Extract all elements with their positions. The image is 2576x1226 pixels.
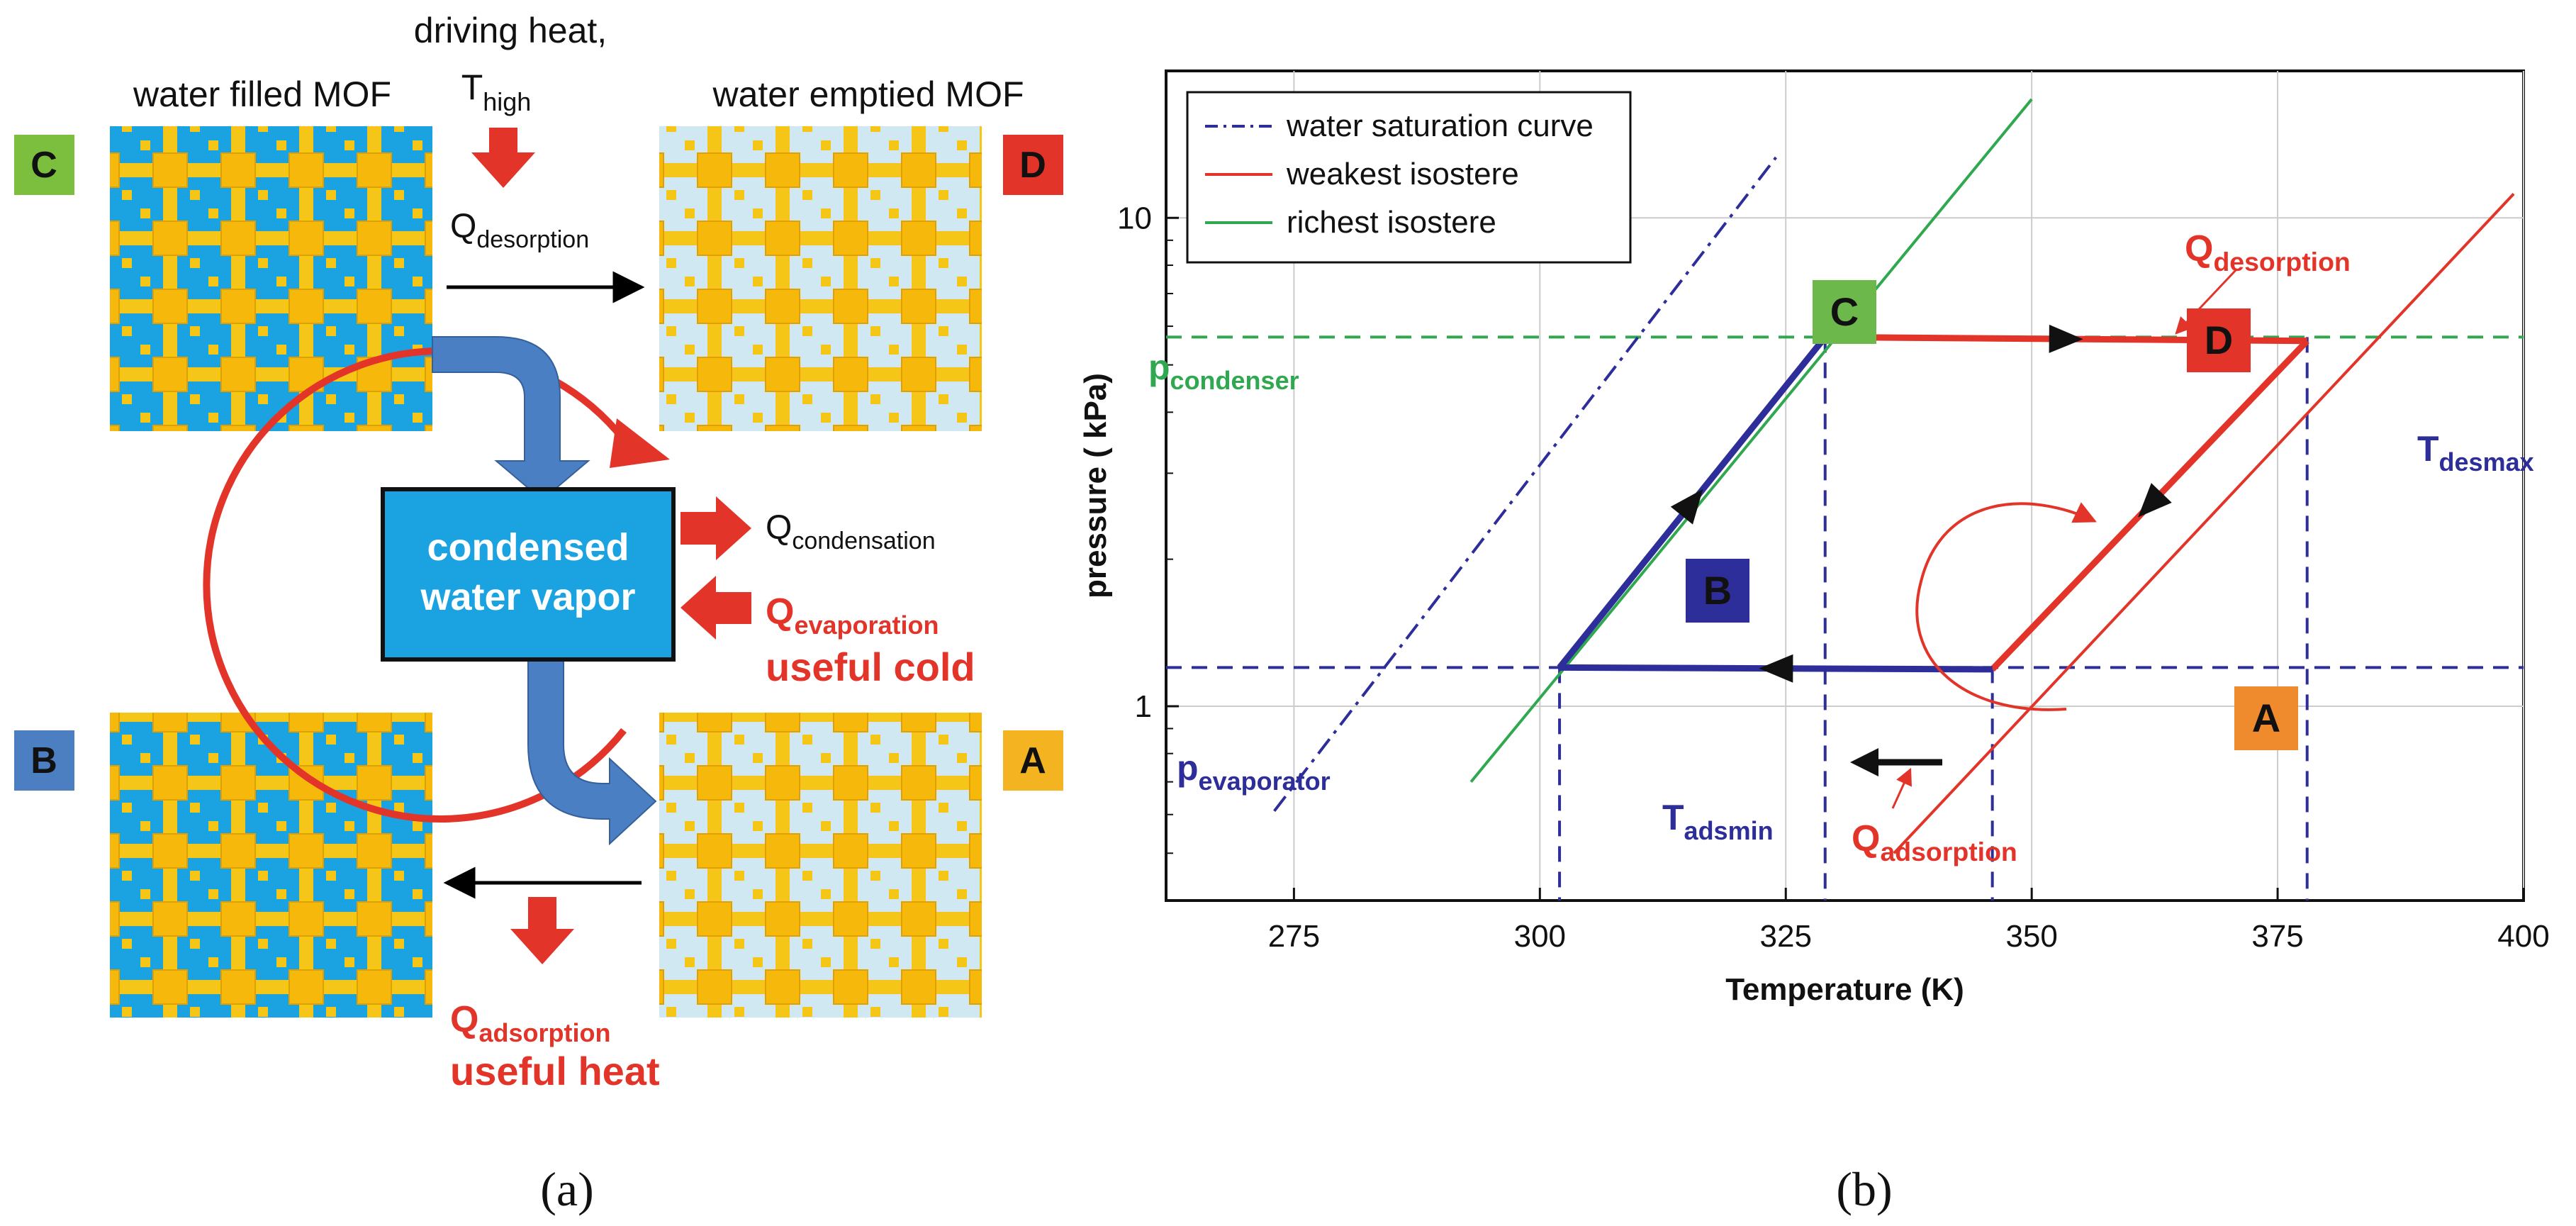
y-tick-label: 1 — [1135, 689, 1152, 724]
point-box-D — [2187, 308, 2251, 372]
cycle-arrowhead-B-C — [1670, 489, 1703, 525]
svg-text:D: D — [1019, 145, 1046, 186]
driving-heat-label: driving heat, — [414, 11, 607, 50]
state-label-d: D — [1003, 135, 1063, 195]
adsorption-direction-arrowhead — [1850, 748, 1878, 776]
x-tick-label: 350 — [2005, 919, 2057, 954]
legend-box — [1186, 91, 1632, 264]
legend-entry-1: weakest isostere — [1286, 157, 1519, 191]
cycle-arrowhead-C-D — [2049, 324, 2083, 353]
useful-cold-label: useful cold — [766, 645, 975, 689]
p-condenser-label: pcondenser — [1148, 347, 1299, 395]
cycle-arrowhead-D-A — [2138, 483, 2172, 518]
svg-text:B: B — [30, 740, 57, 781]
t-desmax-label: Tdesmax — [2417, 429, 2534, 477]
cycle-circle-arrowhead — [610, 418, 670, 468]
mof-square-d — [659, 126, 982, 431]
q-evaporation-label: Qevaporation — [766, 591, 939, 640]
point-box-C — [1813, 280, 1876, 344]
y-tick-label: 10 — [1117, 201, 1152, 235]
legend-entry-0: water saturation curve — [1286, 108, 1594, 143]
svg-text:condensed: condensed — [427, 526, 629, 569]
point-label-B: B — [1703, 568, 1732, 613]
q-desorption-pointer — [2175, 268, 2238, 335]
y-axis-label: pressure ( kPa) — [1078, 373, 1113, 598]
q-desorption-label-a: Qdesorption — [450, 208, 589, 253]
svg-text:A: A — [1019, 740, 1046, 781]
water-filled-mof-label: water filled MOF — [133, 74, 391, 114]
q-adsorption-label-a: Qadsorption — [450, 999, 610, 1047]
plot-area: 275 300 325 350 375 400 1 10 Temperature (K) pres… — [1078, 69, 2550, 1007]
series-line-0 — [1273, 156, 1777, 813]
panel-a-caption: (a) — [540, 1162, 593, 1216]
point-box-A — [2234, 686, 2298, 750]
panel-a: driving heat, Thigh water filled MOF wat… — [14, 11, 1063, 1216]
state-label-c: C — [14, 135, 74, 195]
state-label-b: B — [14, 730, 74, 791]
q-adsorption-pointer — [1891, 767, 1912, 809]
point-label-D: D — [2205, 318, 2233, 362]
svg-text:C: C — [30, 145, 57, 186]
cycle-arrowhead-A-B — [1759, 654, 1793, 683]
q-condensation-label: Qcondensation — [766, 509, 936, 555]
blue-flow-arrow-bottom — [527, 637, 657, 846]
mof-square-a — [659, 713, 982, 1018]
point-box-B — [1686, 559, 1749, 623]
cycle-direction-curl — [1915, 502, 2097, 711]
driving-heat-arrow — [471, 128, 535, 188]
panel-b: 275 300 325 350 375 400 1 10 Temperature (K) pres… — [1078, 69, 2550, 1216]
panel-b-caption: (b) — [1836, 1162, 1892, 1216]
series-line-2 — [1893, 193, 2515, 854]
useful-heat-label: useful heat — [450, 1049, 660, 1093]
x-tick-label: 275 — [1268, 919, 1320, 954]
x-tick-label: 400 — [2497, 919, 2549, 954]
q-evaporation-arrow — [681, 576, 751, 640]
q-adsorption-label-b: Qadsorption — [1852, 818, 2017, 866]
x-tick-label: 325 — [1760, 919, 1812, 954]
x-tick-label: 375 — [2251, 919, 2303, 954]
x-axis-label: Temperature (K) — [1725, 972, 1964, 1007]
svg-text:water vapor: water vapor — [420, 576, 635, 618]
q-desorption-label-b: Qdesorption — [2185, 228, 2351, 277]
p-evaporator-label: pevaporator — [1177, 748, 1331, 796]
point-label-A: A — [2252, 696, 2280, 740]
blue-flow-arrow-top — [432, 336, 590, 501]
q-condensation-arrow — [681, 496, 751, 560]
mof-square-b — [110, 713, 432, 1018]
condensed-water-vapor-box: condensed water vapor — [381, 487, 676, 662]
mof-square-c — [110, 126, 432, 431]
q-adsorption-arrow — [510, 897, 574, 964]
t-adsmin-label: Tadsmin — [1662, 798, 1774, 845]
t-high-label: Thigh — [461, 67, 532, 116]
state-label-a: A — [1003, 730, 1063, 791]
legend-entry-2: richest isostere — [1287, 205, 1496, 240]
x-tick-label: 300 — [1514, 919, 1566, 954]
point-label-C: C — [1830, 289, 1859, 334]
water-emptied-mof-label: water emptied MOF — [712, 74, 1024, 114]
